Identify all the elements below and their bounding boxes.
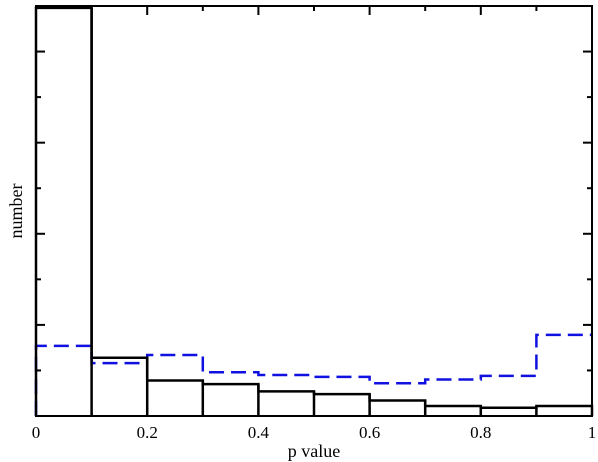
x-tick-label: 0.2 (137, 423, 158, 442)
y-axis-label: number (6, 184, 26, 239)
x-tick-label: 0.8 (470, 423, 491, 442)
x-tick-label: 0.4 (248, 423, 270, 442)
histogram-series-solid (34, 6, 594, 416)
x-tick-label: 1 (588, 423, 597, 442)
x-tick-labels: 0 0.2 0.4 0.6 0.8 1 (32, 423, 597, 442)
x-axis-label: p value (288, 441, 340, 461)
x-tick-label: 0.6 (359, 423, 380, 442)
x-tick-label: 0 (32, 423, 41, 442)
plot-frame (35, 5, 593, 417)
axis-ticks (35, 6, 593, 417)
histogram-series-dashed (34, 333, 592, 416)
plot-marks (34, 6, 594, 416)
